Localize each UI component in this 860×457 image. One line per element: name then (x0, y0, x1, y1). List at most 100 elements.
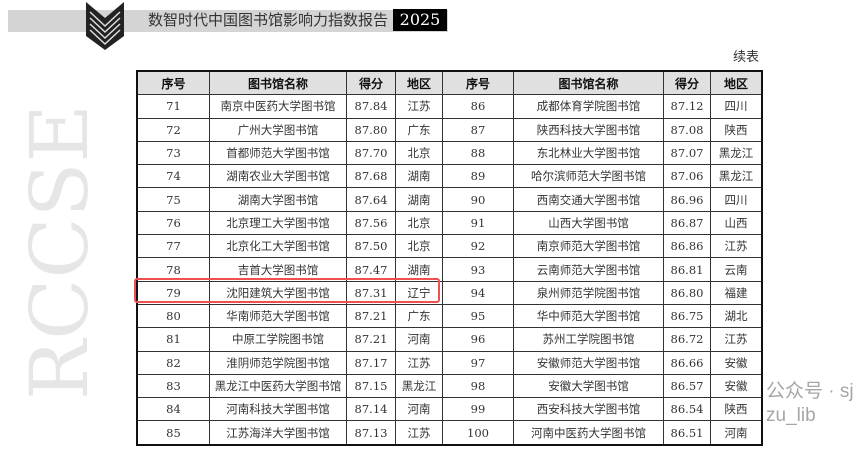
library-name-cell: 河南中医药大学图书馆 (513, 420, 664, 446)
table-row: 74 湖南农业大学图书馆 87.68 湖南 89 哈尔滨师范大学图书馆 87.06 黑龙江 (136, 164, 763, 189)
rank-cell: 82 (136, 350, 210, 375)
library-name-cell: 湖南农业大学图书馆 (209, 164, 347, 189)
rank-cell: 97 (442, 350, 514, 375)
score-cell: 86.54 (663, 397, 711, 422)
library-name-cell: 北京化工大学图书馆 (209, 234, 347, 259)
library-name-cell: 安徽大学图书馆 (513, 373, 664, 399)
region-cell: 湖南 (395, 187, 443, 212)
report-title: 数智时代中国图书馆影响力指数报告 (148, 11, 389, 29)
score-cell: 86.57 (663, 373, 711, 399)
table-row: 84 河南科技大学图书馆 87.14 河南 99 西安科技大学图书馆 86.54 陕西 (136, 397, 763, 422)
rank-cell: 76 (136, 210, 210, 236)
table-row: 81 中原工学院图书馆 87.21 河南 96 苏州工学院图书馆 86.72 江苏 (136, 327, 763, 352)
continued-label: 续表 (733, 50, 760, 65)
library-name-cell: 南京师范大学图书馆 (513, 234, 664, 259)
region-cell: 云南 (710, 257, 763, 282)
library-name-cell: 河南科技大学图书馆 (209, 397, 347, 422)
rank-cell: 92 (442, 234, 514, 259)
library-name-cell: 安徽师范大学图书馆 (513, 350, 664, 375)
region-cell: 河南 (395, 327, 443, 352)
score-cell: 87.47 (346, 257, 396, 282)
table-row: 79 沈阳建筑大学图书馆 87.31 辽宁 94 泉州师范学院图书馆 86.80 福建 (136, 280, 763, 305)
region-cell: 黑龙江 (395, 373, 443, 399)
rank-cell: 90 (442, 187, 514, 212)
library-name-cell: 哈尔滨师范大学图书馆 (513, 164, 664, 189)
library-name-cell: 淮阴师范学院图书馆 (209, 350, 347, 375)
rank-cell: 71 (136, 94, 210, 119)
region-cell: 广东 (395, 117, 443, 142)
region-cell: 江苏 (395, 420, 443, 446)
col-header: 图书馆名称 (209, 70, 347, 96)
library-name-cell: 陕西科技大学图书馆 (513, 117, 664, 142)
library-name-cell: 西安科技大学图书馆 (513, 397, 664, 422)
table-header: 序号 图书馆名称 得分 地区 序号 图书馆名称 得分 地区 (136, 70, 763, 96)
region-cell: 山西 (710, 210, 763, 236)
score-cell: 87.80 (346, 117, 396, 142)
rank-cell: 73 (136, 140, 210, 166)
score-cell: 86.75 (663, 303, 711, 329)
wechat-watermark: 公众号 · sjzu_lib (766, 381, 854, 426)
region-cell: 安徽 (710, 350, 763, 375)
library-name-cell: 中原工学院图书馆 (209, 327, 347, 352)
rank-cell: 87 (442, 117, 514, 142)
col-header: 序号 (442, 70, 514, 96)
region-cell: 河南 (710, 420, 763, 446)
table-row: 85 江苏海洋大学图书馆 87.13 江苏 100 河南中医药大学图书馆 86.51 河南 (136, 420, 763, 446)
score-cell: 86.66 (663, 350, 711, 375)
library-name-cell: 湖南大学图书馆 (209, 187, 347, 212)
library-name-cell: 北京理工大学图书馆 (209, 210, 347, 236)
rank-cell: 77 (136, 234, 210, 259)
library-name-cell: 华南师范大学图书馆 (209, 303, 347, 329)
score-cell: 86.96 (663, 187, 711, 212)
table-row: 78 吉首大学图书馆 87.47 湖南 93 云南师范大学图书馆 86.81 云南 (136, 257, 763, 282)
library-name-cell: 南京中医药大学图书馆 (209, 94, 347, 119)
score-cell: 87.56 (346, 210, 396, 236)
region-cell: 陕西 (710, 397, 763, 422)
book-logo-icon (86, 2, 124, 50)
rank-cell: 86 (442, 94, 514, 119)
table-row: 75 湖南大学图书馆 87.64 湖南 90 西南交通大学图书馆 86.96 四川 (136, 187, 763, 212)
rank-cell: 99 (442, 397, 514, 422)
score-cell: 87.21 (346, 303, 396, 329)
score-cell: 87.50 (346, 234, 396, 259)
table-row: 76 北京理工大学图书馆 87.56 北京 91 山西大学图书馆 86.87 山西 (136, 210, 763, 236)
rank-cell: 89 (442, 164, 514, 189)
score-cell: 87.06 (663, 164, 711, 189)
library-name-cell: 沈阳建筑大学图书馆 (209, 280, 347, 305)
score-cell: 86.81 (663, 257, 711, 282)
table-row: 80 华南师范大学图书馆 87.21 广东 95 华中师范大学图书馆 86.75 湖北 (136, 303, 763, 329)
region-cell: 江苏 (395, 94, 443, 119)
score-cell: 86.80 (663, 280, 711, 305)
col-header: 序号 (136, 70, 210, 96)
score-cell: 86.86 (663, 234, 711, 259)
region-cell: 黑龙江 (710, 164, 763, 189)
table-row: 71 南京中医药大学图书馆 87.84 江苏 86 成都体育学院图书馆 87.12 四川 (136, 94, 763, 119)
region-cell: 江苏 (710, 234, 763, 259)
library-name-cell: 泉州师范学院图书馆 (513, 280, 664, 305)
region-cell: 河南 (395, 397, 443, 422)
table-row: 73 首都师范大学图书馆 87.70 北京 88 东北林业大学图书馆 87.07 黑龙江 (136, 140, 763, 166)
score-cell: 87.68 (346, 164, 396, 189)
highlight-box (134, 278, 440, 303)
region-cell: 湖北 (710, 303, 763, 329)
rccse-watermark: RCCSE (13, 104, 106, 400)
library-name-cell: 东北林业大学图书馆 (513, 140, 664, 166)
rank-cell: 75 (136, 187, 210, 212)
score-cell: 87.12 (663, 94, 711, 119)
region-cell: 江苏 (710, 327, 763, 352)
rank-cell: 96 (442, 327, 514, 352)
col-header: 地区 (395, 70, 443, 96)
region-cell: 四川 (710, 94, 763, 119)
table-row: 77 北京化工大学图书馆 87.50 北京 92 南京师范大学图书馆 86.86 江苏 (136, 234, 763, 259)
region-cell: 安徽 (710, 373, 763, 399)
score-cell: 87.84 (346, 94, 396, 119)
library-name-cell: 江苏海洋大学图书馆 (209, 420, 347, 446)
table-row: 83 黑龙江中医药大学图书馆 87.15 黑龙江 98 安徽大学图书馆 86.57 安徽 (136, 373, 763, 399)
score-cell: 87.07 (663, 140, 711, 166)
rank-cell: 81 (136, 327, 210, 352)
rank-cell: 95 (442, 303, 514, 329)
score-cell: 87.13 (346, 420, 396, 446)
report-year: 2025 (393, 9, 447, 31)
rank-cell: 84 (136, 397, 210, 422)
score-cell: 87.15 (346, 373, 396, 399)
